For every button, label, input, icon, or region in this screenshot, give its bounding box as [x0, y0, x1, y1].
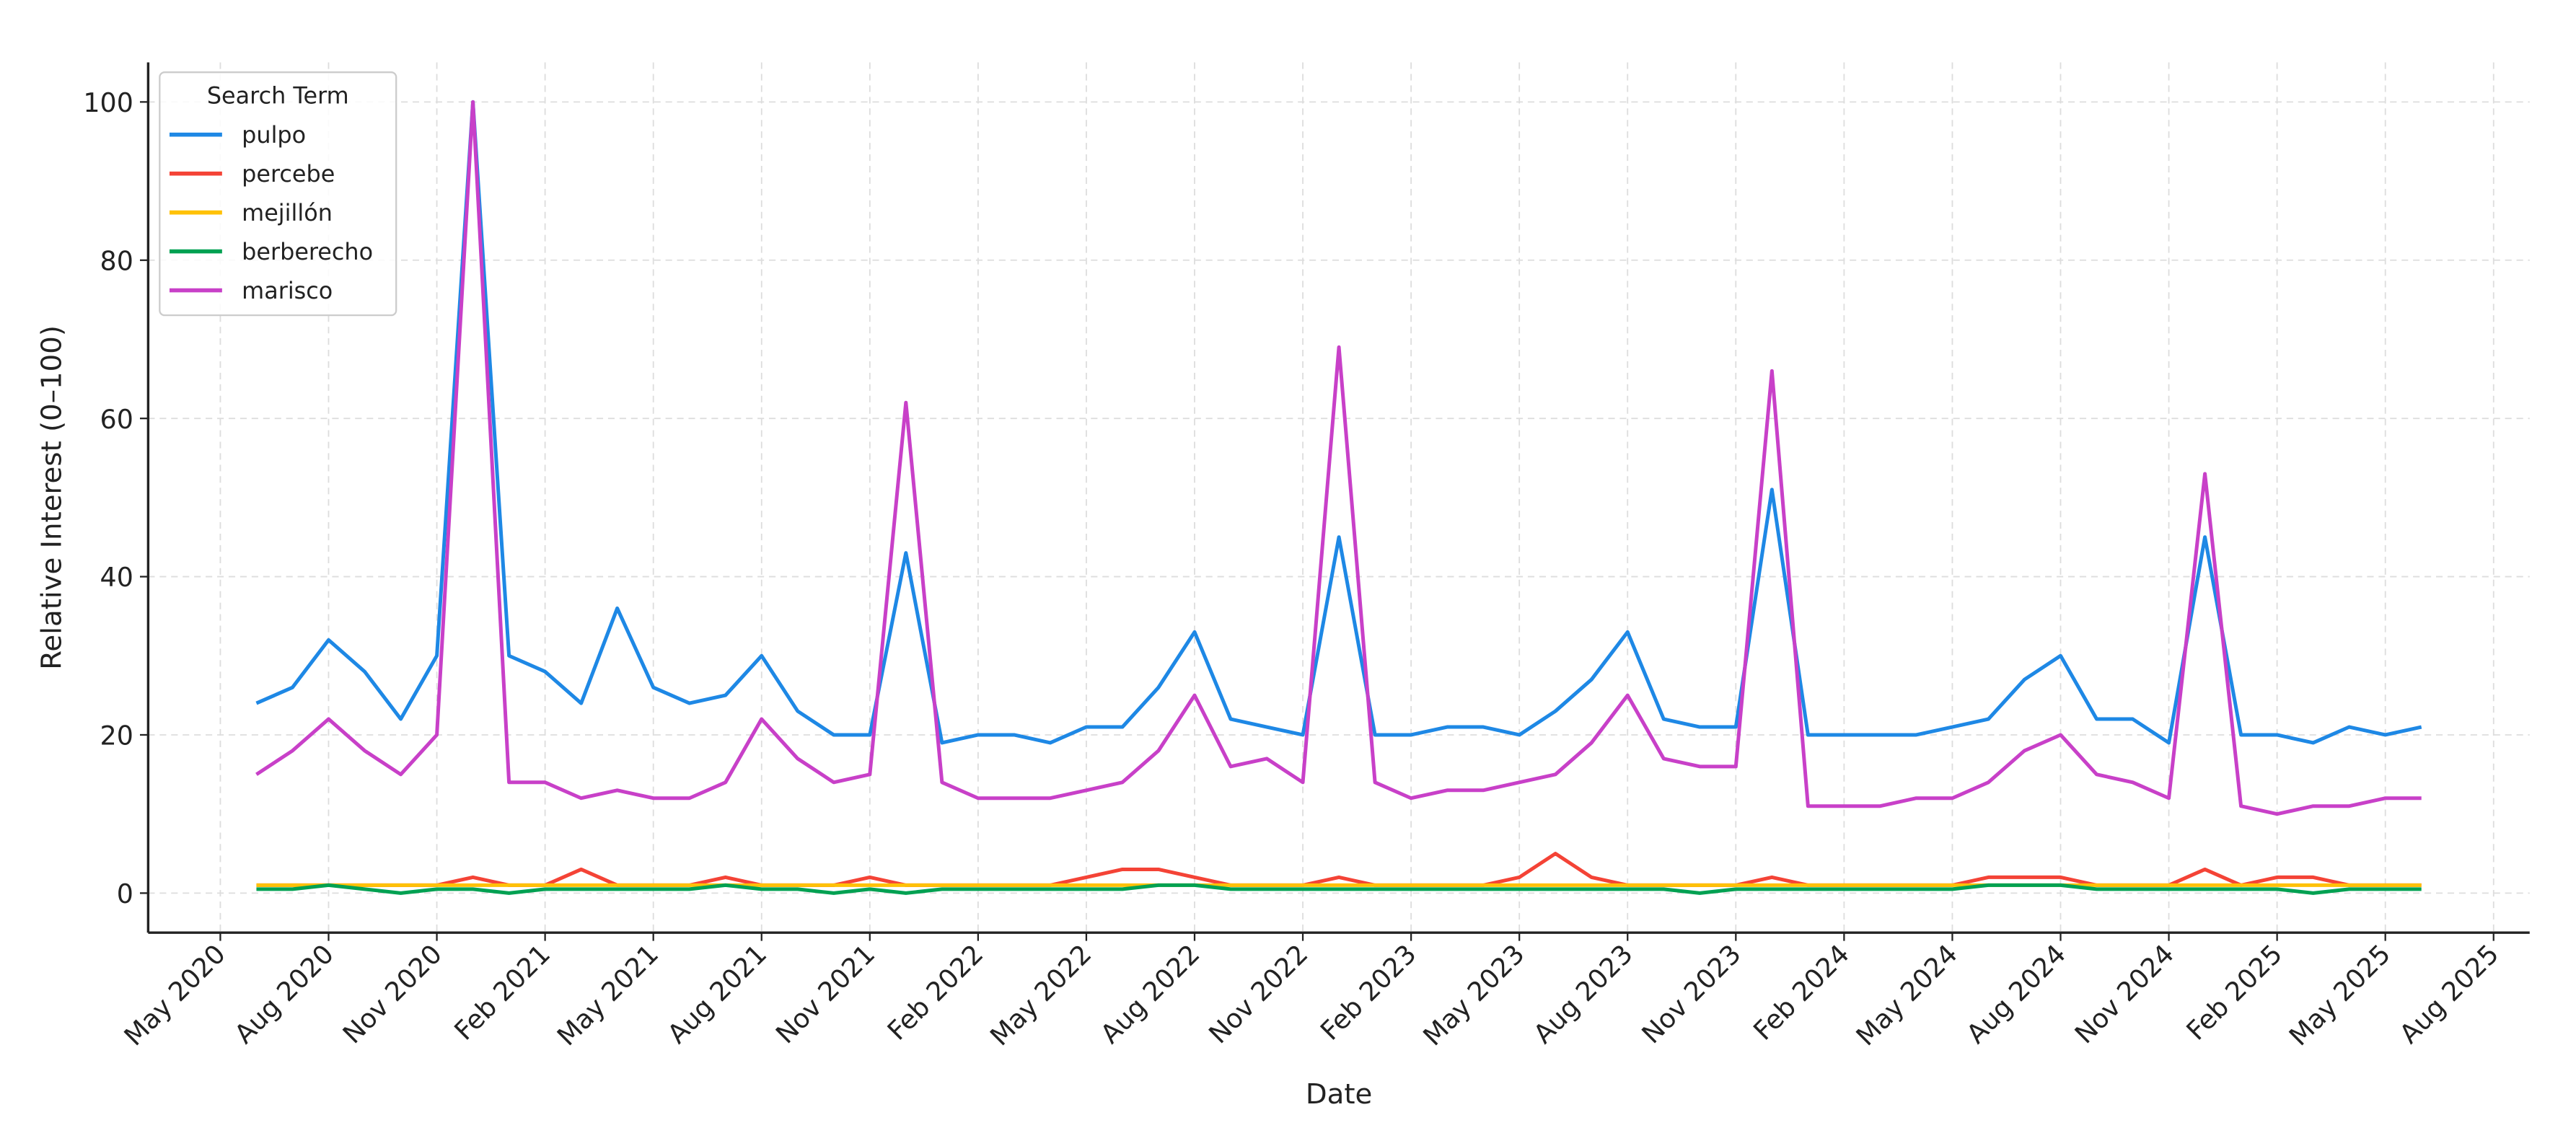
x-tick-label: Nov 2021 — [770, 938, 881, 1049]
x-tick-label: Nov 2022 — [1203, 938, 1314, 1049]
x-tick-label: Aug 2024 — [1961, 938, 2072, 1049]
x-tick-label: Feb 2025 — [2180, 938, 2288, 1046]
legend-label: marisco — [242, 277, 333, 304]
y-tick-label: 80 — [100, 245, 133, 276]
x-tick-label: May 2020 — [118, 938, 232, 1052]
x-tick-label: Aug 2020 — [229, 938, 340, 1049]
x-tick-label: Aug 2021 — [661, 938, 773, 1049]
legend-label: mejillón — [242, 199, 333, 226]
x-tick-label: Feb 2021 — [448, 938, 556, 1046]
y-axis-label: Relative Interest (0–100) — [36, 325, 69, 670]
series-line — [256, 883, 2422, 895]
x-tick-label: Feb 2022 — [882, 938, 990, 1046]
series-line — [255, 100, 2422, 745]
legend: Search Term pulpo percebe mejillón berberec… — [159, 71, 397, 317]
x-tick-label: May 2022 — [984, 938, 1097, 1052]
x-tick-label: Feb 2024 — [1747, 938, 1855, 1046]
x-tick-label: Nov 2024 — [2069, 938, 2180, 1049]
y-tick-label: 100 — [83, 87, 133, 118]
x-axis-label: Date — [1306, 1078, 1372, 1111]
x-tick-label: Aug 2025 — [2393, 938, 2505, 1049]
grid — [148, 62, 2530, 933]
x-tick-label: Nov 2023 — [1635, 938, 1746, 1049]
x-tick-label: May 2023 — [1417, 938, 1530, 1052]
x-tick-label: Aug 2022 — [1094, 938, 1205, 1049]
x-tick-label: Nov 2020 — [337, 938, 448, 1049]
legend-label: pulpo — [242, 121, 306, 149]
legend-label: berberecho — [242, 238, 373, 265]
x-tick-label: Feb 2023 — [1314, 938, 1423, 1046]
series-line — [256, 852, 2422, 887]
x-tick-label: May 2025 — [2283, 938, 2396, 1052]
plot-lines — [255, 100, 2422, 895]
x-tick-label: May 2021 — [551, 938, 664, 1052]
series-line — [255, 100, 2422, 816]
legend-label: percebe — [242, 160, 335, 188]
y-tick-label: 20 — [100, 720, 133, 751]
y-tick-label: 40 — [100, 562, 133, 593]
y-tick-label: 0 — [117, 878, 133, 909]
y-tick-label: 60 — [100, 404, 133, 435]
x-tick-label: May 2024 — [1850, 938, 1964, 1052]
legend-title: Search Term — [207, 81, 349, 109]
x-tick-label: Aug 2023 — [1527, 938, 1638, 1049]
